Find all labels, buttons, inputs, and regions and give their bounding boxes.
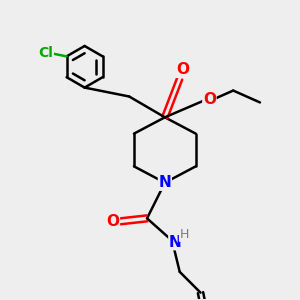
Text: Cl: Cl xyxy=(38,46,53,60)
Text: N: N xyxy=(158,175,171,190)
Text: N: N xyxy=(169,235,182,250)
Text: H: H xyxy=(179,228,189,241)
Text: O: O xyxy=(106,214,119,229)
Text: O: O xyxy=(176,62,189,77)
Text: O: O xyxy=(203,92,216,107)
